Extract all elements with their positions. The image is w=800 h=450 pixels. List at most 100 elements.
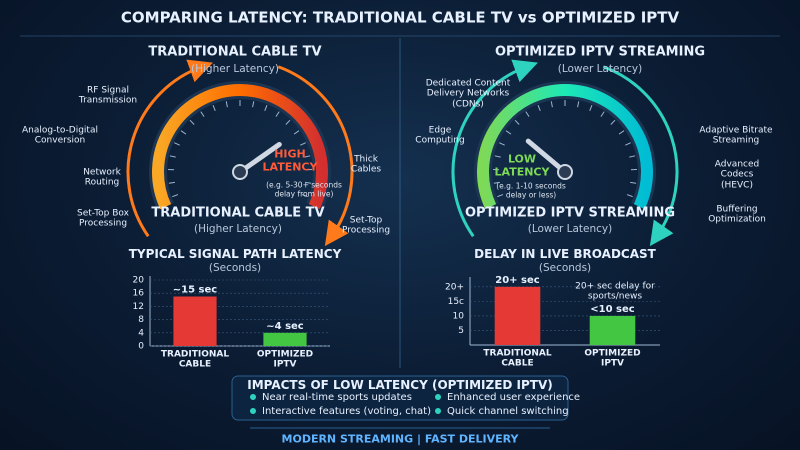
gauge-tick xyxy=(275,111,280,117)
chart-title: TYPICAL SIGNAL PATH LATENCY xyxy=(128,247,342,262)
gauge-tick xyxy=(577,101,580,108)
x-tick-label: OPTIMIZED IPTV xyxy=(584,348,641,369)
y-tick-label: 16 xyxy=(133,289,145,299)
chart-title: DELAY IN LIVE BROADCAST xyxy=(474,247,656,262)
gauge-tick xyxy=(172,194,179,198)
gauge-arc xyxy=(477,84,653,210)
gauge-tick xyxy=(525,111,530,117)
gauge-tick xyxy=(494,155,501,158)
gauge-outer-arrow xyxy=(126,59,213,238)
process-step: Set-Top Processing xyxy=(341,215,391,236)
section-footer-subheading: (Lower Latency) xyxy=(527,222,613,235)
process-step: Advanced Codecs (HEVC) xyxy=(714,159,760,191)
gauge-tick xyxy=(180,130,187,135)
process-step: Network Routing xyxy=(83,167,121,188)
y-tick-label: 10 xyxy=(453,311,465,321)
value-label: <10 sec xyxy=(590,304,635,315)
section-subheading: (Higher Latency) xyxy=(191,62,279,75)
gauge-tick xyxy=(168,181,175,184)
x-tick-label: OPTIMIZED IPTV xyxy=(256,349,314,370)
value-label: 20+ sec xyxy=(495,275,540,286)
y-tick-label: 15c xyxy=(448,297,464,307)
value-label: ~4 sec xyxy=(266,321,304,332)
impact-item: Interactive features (voting, chat) xyxy=(250,406,431,417)
impacts-title: IMPACTS OF LOW LATENCY (OPTIMIZED IPTV) xyxy=(247,378,553,393)
gauge-note: (e.g. 5-30+ seconds delay from live) xyxy=(266,180,342,198)
process-step: Analog-to-Digital Conversion xyxy=(22,125,98,146)
y-tick-label: 20 xyxy=(133,276,145,286)
gauge-hub xyxy=(232,164,248,180)
gauge-tick xyxy=(497,194,504,198)
gauge-tick xyxy=(618,130,625,135)
bar xyxy=(589,315,636,345)
y-tick-label: 12 xyxy=(133,302,144,312)
y-tick-label: 0 xyxy=(138,342,144,352)
gauge-tick xyxy=(189,119,195,125)
gauge-tick xyxy=(493,181,500,184)
process-step: Adaptive Bitrate Streaming xyxy=(699,125,773,146)
chart-annotation: 20+ sec delay for sports/news xyxy=(575,281,655,302)
footer: MODERN STREAMING | FAST DELIVERY xyxy=(281,432,519,446)
bar xyxy=(173,296,217,346)
gauge-tick xyxy=(625,142,631,146)
y-tick-label: 5 xyxy=(458,326,464,336)
gauge-tick xyxy=(169,155,176,158)
gauge-tick xyxy=(304,155,311,158)
gauge-tick xyxy=(629,155,636,158)
value-label: ~15 sec xyxy=(173,285,218,296)
gauge-tick xyxy=(212,105,216,111)
gauge-tick xyxy=(630,181,637,184)
gauge-tick xyxy=(505,130,512,135)
y-tick-label: 4 xyxy=(138,328,144,338)
impact-item: Quick channel switching xyxy=(435,406,569,417)
gauge-tick xyxy=(285,119,291,125)
chart-subtitle: (Seconds) xyxy=(208,261,262,274)
x-tick-label: TRADITIONAL CABLE xyxy=(483,348,552,369)
gauge-tick xyxy=(300,142,306,146)
gauge-hub xyxy=(557,164,573,180)
gauge-needle xyxy=(525,138,568,175)
process-step: Set-Top Box Processing xyxy=(77,208,129,229)
gauge-tick xyxy=(200,111,205,117)
gauge-tick xyxy=(600,111,605,117)
section-heading: TRADITIONAL CABLE TV xyxy=(148,44,322,60)
gauge-tick xyxy=(225,101,228,108)
y-tick-label: 8 xyxy=(138,315,144,325)
gauge-outer-arrow xyxy=(602,65,679,247)
gauge-tick xyxy=(293,130,300,135)
gauge-tick xyxy=(499,142,505,146)
process-step: Edge Computing xyxy=(415,125,465,146)
impact-item: Near real-time sports updates xyxy=(250,392,412,403)
section-footer-heading: TRADITIONAL CABLE TV xyxy=(151,205,325,221)
gauge-needle xyxy=(237,141,282,175)
process-step: Thick Cables xyxy=(350,154,382,175)
x-tick-label: TRADITIONAL CABLE xyxy=(160,349,230,370)
gauge-label: LOW LATENCY xyxy=(494,152,550,178)
section-footer-subheading: (Higher Latency) xyxy=(194,222,282,235)
gauge-tick xyxy=(514,119,520,125)
gauge-tick xyxy=(537,105,541,111)
gauge-tick xyxy=(610,119,616,125)
bar xyxy=(494,286,541,345)
y-tick-label: 20+ xyxy=(445,282,464,292)
gauge-tick xyxy=(550,101,553,108)
section-subheading: (Lower Latency) xyxy=(557,62,643,75)
bar xyxy=(263,332,307,346)
gauge-label: HIGH LATENCY xyxy=(262,147,318,173)
gauge-arc xyxy=(152,84,328,210)
gauge-outer-arrow xyxy=(277,65,354,247)
gauge-tick xyxy=(589,105,593,111)
gauge-tick xyxy=(305,181,312,184)
impact-item: Enhanced user experience xyxy=(435,392,580,403)
process-step: Buffering Optimization xyxy=(708,204,766,225)
process-step: Dedicated Content Delivery Networks (CDN… xyxy=(425,78,511,110)
section-footer-heading: OPTIMIZED IPTV STREAMING xyxy=(464,205,676,221)
gauge-tick xyxy=(252,101,255,108)
process-step: RF Signal Transmission xyxy=(78,85,138,106)
chart-subtitle: (Seconds) xyxy=(538,261,592,274)
gauge-tick xyxy=(174,142,180,146)
gauge-tick xyxy=(626,194,633,198)
gauge-tick xyxy=(301,194,308,198)
gauge-outer-arrow xyxy=(451,59,538,238)
